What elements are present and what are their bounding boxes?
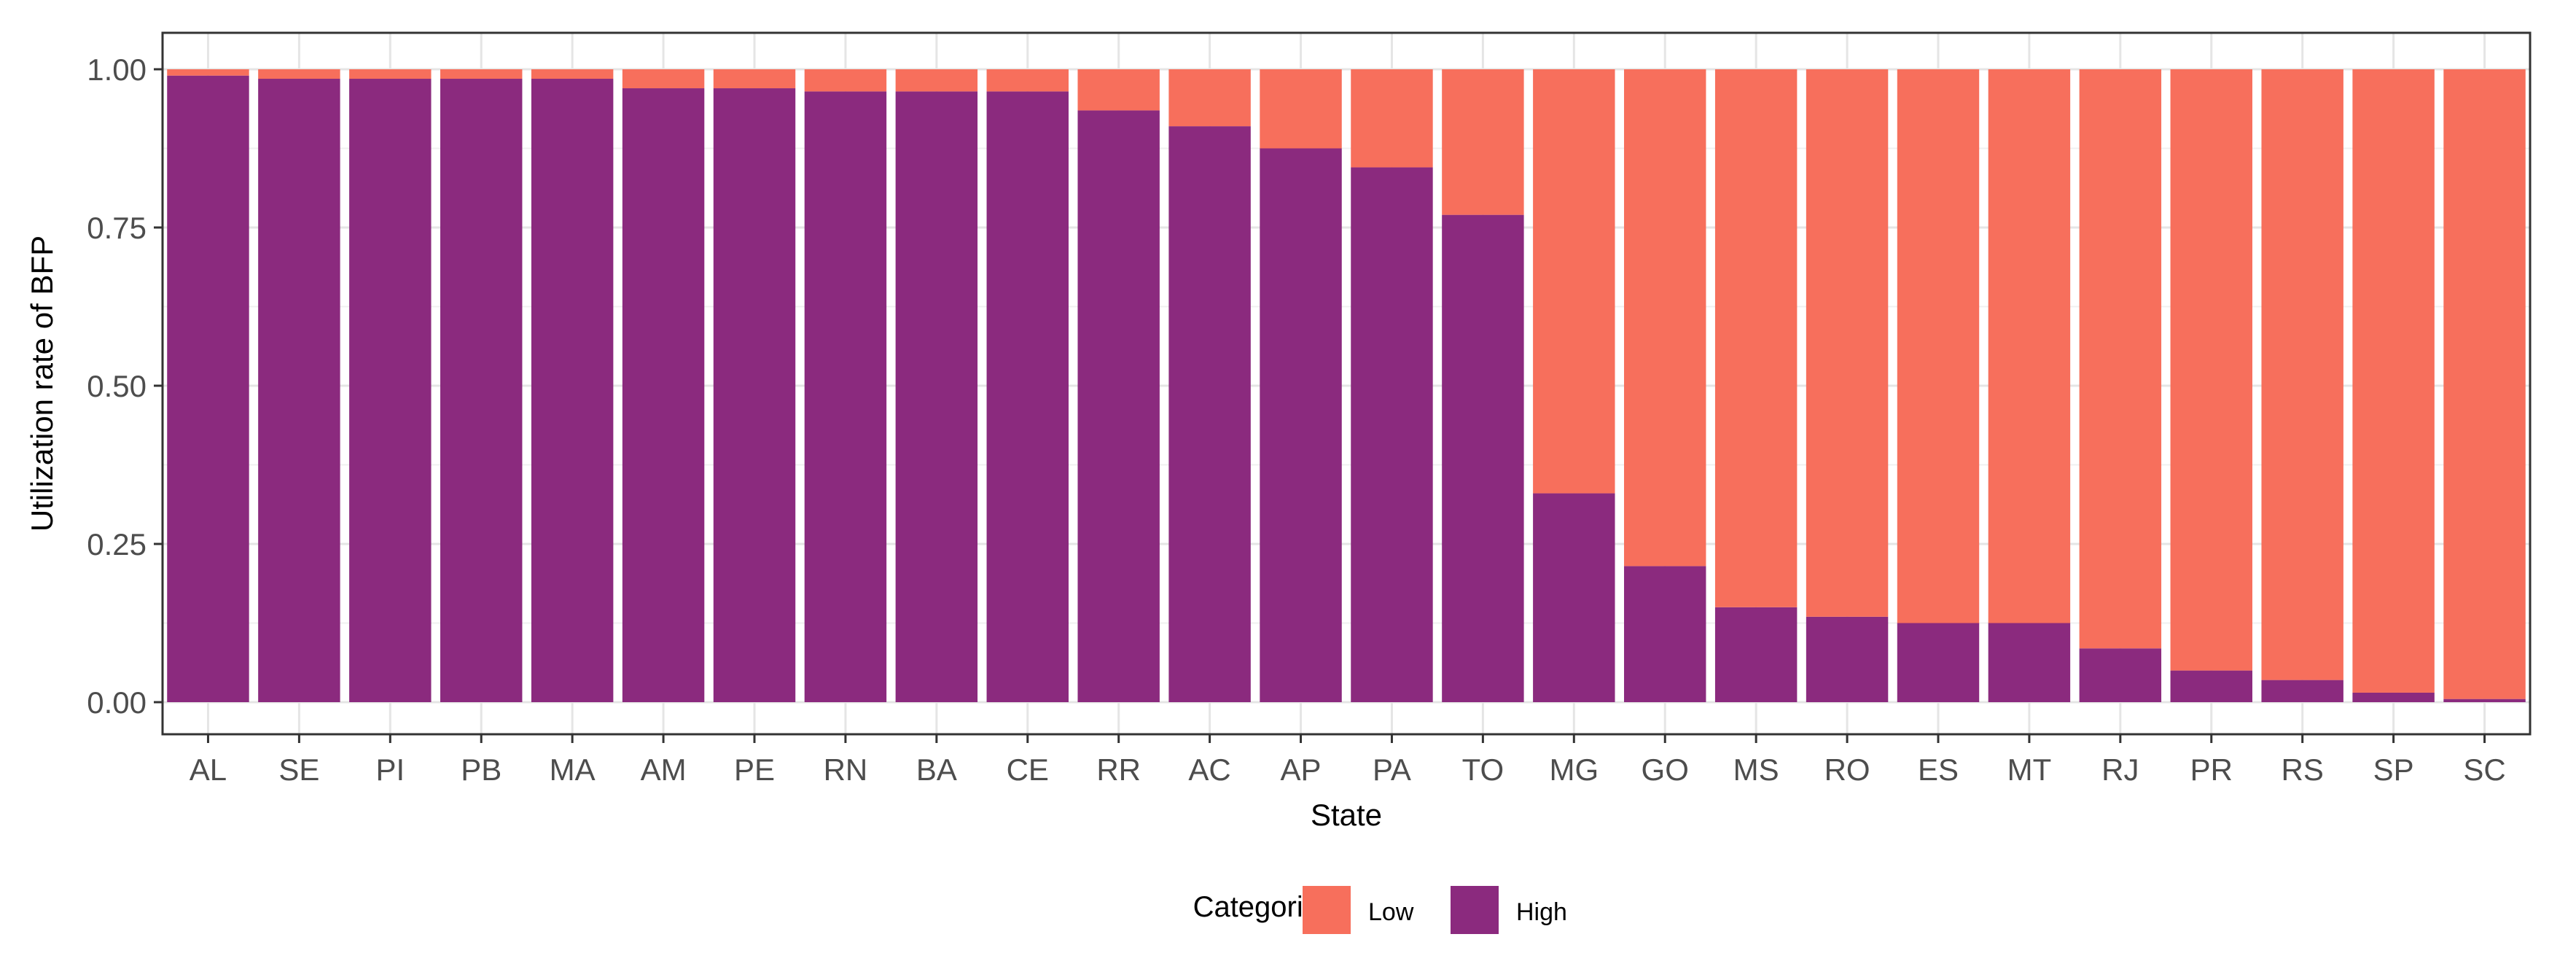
bar-high-mg xyxy=(1533,493,1615,702)
x-tick-label: GO xyxy=(1642,752,1689,787)
bar-low-ba xyxy=(895,69,978,92)
x-tick-label: MA xyxy=(550,752,596,787)
bar-high-al xyxy=(167,75,249,703)
y-axis: 0.00 0.25 0.50 0.75 1.00 xyxy=(87,52,163,720)
x-tick-label: PR xyxy=(2190,752,2233,787)
bar-low-es xyxy=(1897,69,1980,623)
bar-high-rs xyxy=(2261,680,2343,702)
bar-high-to xyxy=(1442,214,1524,702)
x-tick-label: MG xyxy=(1549,752,1599,787)
x-tick-label: RN xyxy=(824,752,868,787)
y-tick-label: 0.75 xyxy=(87,211,147,245)
x-tick-label: AL xyxy=(190,752,227,787)
bar-high-rr xyxy=(1077,110,1160,703)
bar-high-pr xyxy=(2170,670,2252,702)
x-tick-label: PI xyxy=(375,752,405,787)
bar-low-go xyxy=(1624,69,1706,567)
bar-low-rj xyxy=(2079,69,2162,649)
y-axis-title: Utilization rate of BFP xyxy=(25,236,59,532)
bar-low-pb xyxy=(440,69,523,79)
bar-high-ma xyxy=(531,79,614,702)
bar-low-pe xyxy=(713,69,796,89)
bar-high-es xyxy=(1897,623,1980,702)
bar-low-pi xyxy=(349,69,432,79)
bar-low-mg xyxy=(1533,69,1615,494)
x-tick-label: RJ xyxy=(2101,752,2139,787)
bar-high-mt xyxy=(1988,623,2071,702)
x-tick-label: MT xyxy=(2007,752,2052,787)
bar-low-to xyxy=(1442,69,1524,215)
x-tick-label: RS xyxy=(2282,752,2324,787)
x-tick-label: CE xyxy=(1007,752,1049,787)
bar-low-am xyxy=(622,69,705,89)
legend-key-high xyxy=(1451,886,1499,934)
bar-low-se xyxy=(258,69,340,79)
bar-high-ce xyxy=(986,91,1069,702)
bar-low-rs xyxy=(2261,69,2343,680)
y-tick-label: 0.00 xyxy=(87,685,147,720)
bar-low-rr xyxy=(1077,69,1160,111)
bar-high-ba xyxy=(895,91,978,702)
legend-label-low: Low xyxy=(1368,898,1414,926)
x-axis-title: State xyxy=(1311,798,1382,832)
bar-low-sc xyxy=(2443,69,2526,699)
bar-low-ms xyxy=(1714,69,1798,607)
bar-low-ma xyxy=(531,69,614,79)
x-tick-label: SC xyxy=(2463,752,2505,787)
x-tick-label: PB xyxy=(461,752,501,787)
x-tick-label: PE xyxy=(734,752,775,787)
bar-high-ro xyxy=(1806,616,1889,702)
bar-high-se xyxy=(258,79,340,702)
x-tick-label: ES xyxy=(1918,752,1959,787)
bar-low-al xyxy=(167,69,249,76)
bar-high-ms xyxy=(1714,607,1798,702)
x-tick-label: AM xyxy=(641,752,687,787)
bars xyxy=(167,69,2526,703)
bar-high-am xyxy=(622,88,705,703)
bar-low-mt xyxy=(1988,69,2071,623)
legend-label-high: High xyxy=(1516,898,1567,926)
bar-high-sc xyxy=(2443,699,2526,702)
x-tick-label: TO xyxy=(1462,752,1504,787)
bar-low-pr xyxy=(2170,69,2252,671)
bar-low-ro xyxy=(1806,69,1889,617)
x-tick-label: AP xyxy=(1281,752,1322,787)
x-tick-label: SP xyxy=(2373,752,2414,787)
bar-high-pb xyxy=(440,79,523,702)
x-tick-label: MS xyxy=(1733,752,1779,787)
x-axis: AL SE PI PB MA AM PE RN BA CE RR AC AP PA TO MG GO MS RO ES… xyxy=(190,734,2506,787)
bar-low-ac xyxy=(1168,69,1251,127)
x-tick-label: RR xyxy=(1096,752,1141,787)
bar-low-ap xyxy=(1260,69,1342,149)
bar-high-rj xyxy=(2079,648,2162,702)
bar-low-rn xyxy=(804,69,887,92)
bar-low-pa xyxy=(1351,69,1433,168)
y-tick-label: 1.00 xyxy=(87,52,147,87)
bar-high-go xyxy=(1624,566,1706,702)
bar-high-pi xyxy=(349,79,432,702)
x-tick-label: PA xyxy=(1373,752,1411,787)
bar-high-ac xyxy=(1168,126,1251,702)
bar-low-sp xyxy=(2352,69,2435,693)
y-tick-label: 0.50 xyxy=(87,369,147,403)
legend-key-low xyxy=(1303,886,1351,934)
x-tick-label: RO xyxy=(1824,752,1870,787)
bar-high-rn xyxy=(804,91,887,702)
y-tick-label: 0.25 xyxy=(87,527,147,561)
bar-high-sp xyxy=(2352,692,2435,702)
x-tick-label: SE xyxy=(278,752,319,787)
x-tick-label: AC xyxy=(1188,752,1230,787)
bar-high-pa xyxy=(1351,167,1433,703)
x-tick-label: BA xyxy=(916,752,957,787)
bar-low-ce xyxy=(986,69,1069,92)
bar-high-ap xyxy=(1260,148,1342,702)
plot-panel-border xyxy=(161,31,2532,736)
bar-high-pe xyxy=(713,88,796,703)
legend: Categories Low High xyxy=(1193,886,1567,934)
